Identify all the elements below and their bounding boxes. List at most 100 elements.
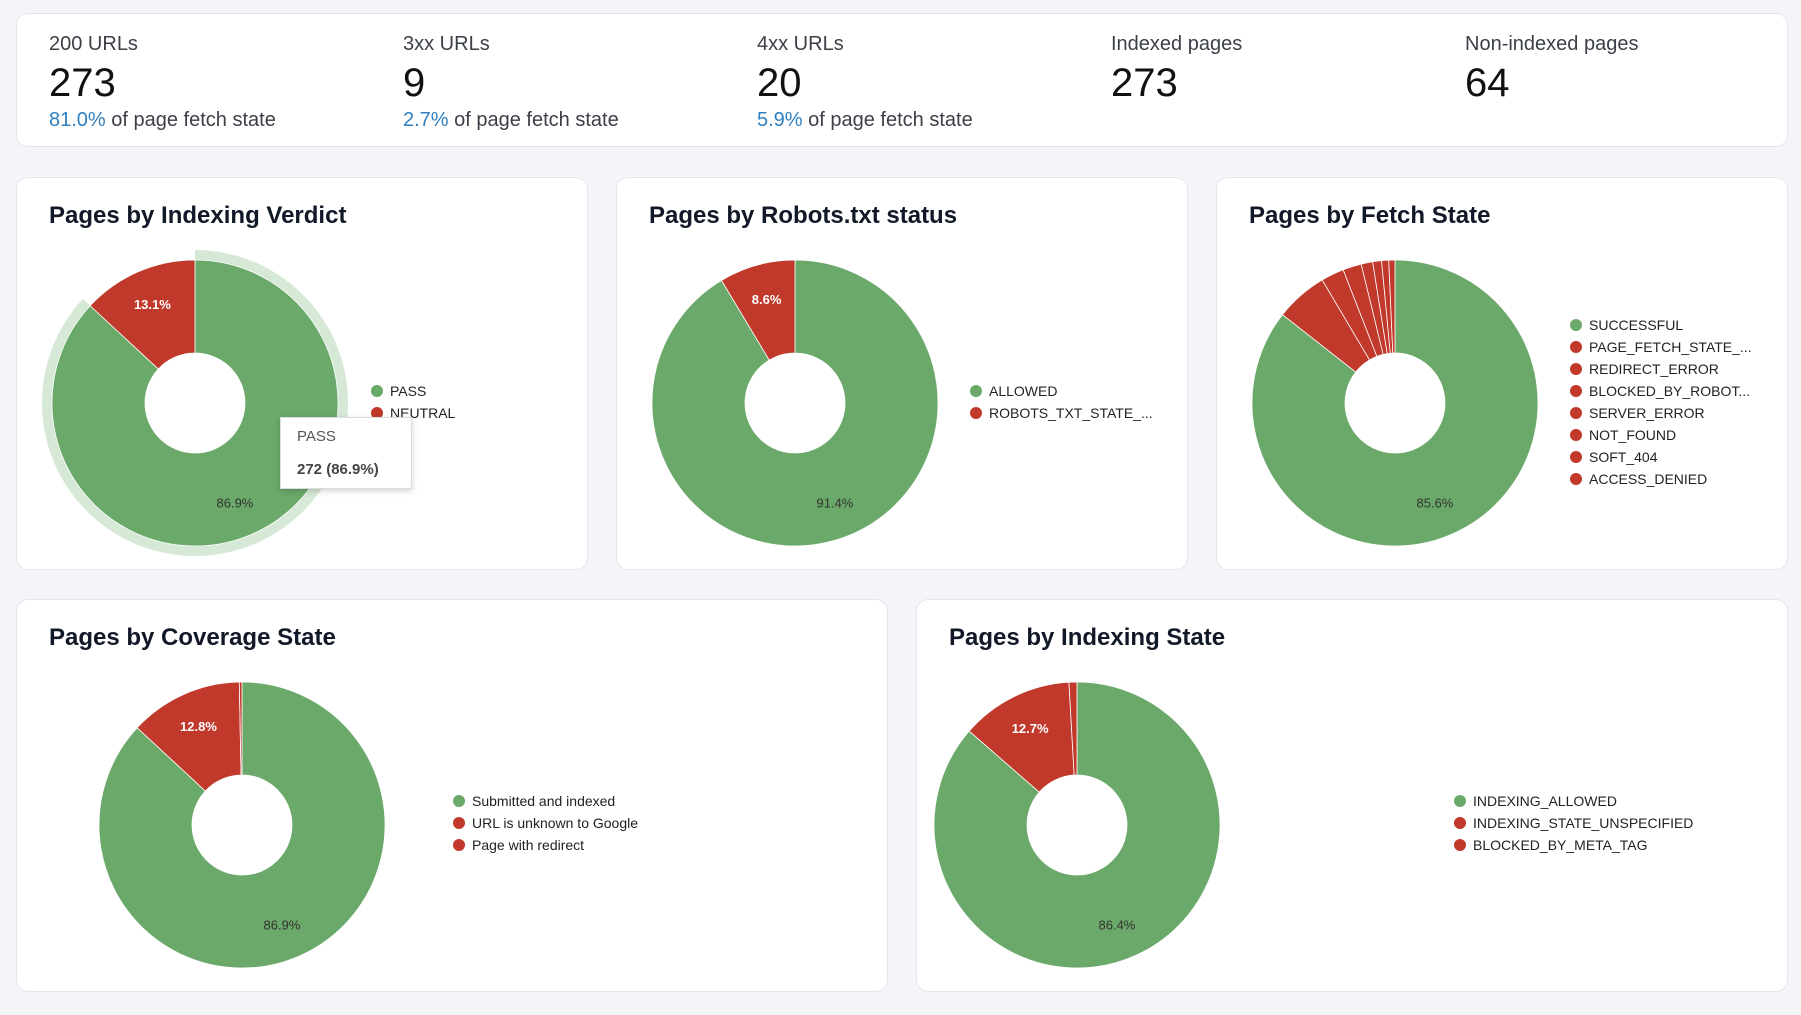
chart-title: Pages by Indexing State bbox=[949, 624, 1226, 651]
kpi-indexed-pages: Indexed pages 273 bbox=[1111, 32, 1242, 106]
kpi-percent: 2.7% bbox=[403, 109, 449, 131]
kpi-label: Non-indexed pages bbox=[1465, 33, 1639, 55]
legend-swatch bbox=[1570, 451, 1582, 463]
legend: ALLOWED ROBOTS_TXT_STATE_... bbox=[970, 380, 1153, 424]
legend-item[interactable]: ROBOTS_TXT_STATE_... bbox=[970, 402, 1153, 424]
tooltip-label: PASS bbox=[297, 428, 336, 445]
pie-chart-coverage-state[interactable]: 86.9% 12.8% bbox=[17, 600, 889, 993]
chart-title: Pages by Fetch State bbox=[1249, 202, 1491, 229]
pie-chart-robots-status[interactable]: 91.4% 8.6% bbox=[617, 178, 1189, 571]
legend-swatch bbox=[1454, 795, 1466, 807]
pie-slice-neutral[interactable] bbox=[89, 259, 196, 370]
pie-slice-access-denied[interactable] bbox=[1388, 259, 1396, 354]
legend-label: ROBOTS_TXT_STATE_... bbox=[989, 405, 1153, 421]
chart-card-robots-status: Pages by Robots.txt status 91.4% 8.6% ALL… bbox=[616, 177, 1188, 570]
data-label: 86.9% bbox=[264, 917, 301, 932]
pie-chart-indexing-state[interactable]: 86.4% 12.7% bbox=[917, 600, 1789, 993]
pie-slice-indexing-allowed[interactable] bbox=[933, 681, 1221, 969]
legend-item[interactable]: URL is unknown to Google bbox=[453, 812, 638, 834]
chart-title: Pages by Coverage State bbox=[49, 624, 336, 651]
pie-slice-blocked-by-meta-tag[interactable] bbox=[1068, 681, 1078, 776]
legend-label: INDEXING_ALLOWED bbox=[1473, 793, 1617, 809]
pie-slice-submitted-and-indexed[interactable] bbox=[98, 681, 386, 969]
legend-item[interactable]: INDEXING_ALLOWED bbox=[1454, 790, 1693, 812]
legend-label: NOT_FOUND bbox=[1589, 427, 1677, 443]
pie-slice-allowed[interactable] bbox=[651, 259, 939, 547]
legend-item[interactable]: ALLOWED bbox=[970, 380, 1153, 402]
legend-swatch bbox=[453, 839, 465, 851]
pie-slice-page-with-redirect[interactable] bbox=[238, 681, 243, 776]
kpi-suffix: of page fetch state bbox=[448, 109, 619, 131]
legend-item[interactable]: SOFT_404 bbox=[1570, 446, 1752, 468]
pie-slice-robots-txt-state-[interactable] bbox=[720, 259, 796, 361]
legend: INDEXING_ALLOWED INDEXING_STATE_UNSPECIFI… bbox=[1454, 790, 1693, 856]
kpi-label: Indexed pages bbox=[1111, 33, 1243, 55]
legend-label: SUCCESSFUL bbox=[1589, 317, 1684, 333]
kpi-suffix: of page fetch state bbox=[105, 109, 276, 131]
legend-item[interactable]: INDEXING_STATE_UNSPECIFIED bbox=[1454, 812, 1693, 834]
legend-item[interactable]: PASS bbox=[371, 380, 455, 402]
legend-label: SERVER_ERROR bbox=[1589, 405, 1705, 421]
kpi-value: 64 bbox=[1465, 61, 1510, 105]
legend-item[interactable]: PAGE_FETCH_STATE_... bbox=[1570, 336, 1752, 358]
kpi-subtitle: 2.7% of page fetch state bbox=[403, 108, 619, 132]
pie-slice-url-is-unknown-to-google[interactable] bbox=[136, 681, 242, 792]
legend-swatch bbox=[1570, 341, 1582, 353]
legend-label: PASS bbox=[390, 383, 427, 399]
chart-title: Pages by Robots.txt status bbox=[649, 202, 958, 229]
legend-label: REDIRECT_ERROR bbox=[1589, 361, 1719, 377]
data-label: 85.6% bbox=[1417, 495, 1454, 510]
legend-swatch bbox=[1570, 473, 1582, 485]
legend-label: BLOCKED_BY_META_TAG bbox=[1473, 837, 1648, 853]
pie-slice-pass[interactable] bbox=[51, 259, 339, 547]
legend-label: Submitted and indexed bbox=[472, 793, 616, 809]
kpi-subtitle: 5.9% of page fetch state bbox=[757, 108, 973, 132]
legend-swatch bbox=[1454, 839, 1466, 851]
data-label: 12.7% bbox=[1012, 721, 1049, 736]
legend-item[interactable]: NOT_FOUND bbox=[1570, 424, 1752, 446]
legend-swatch bbox=[371, 407, 383, 419]
data-label: 12.8% bbox=[180, 719, 217, 734]
legend-item[interactable]: REDIRECT_ERROR bbox=[1570, 358, 1752, 380]
kpi-value: 20 bbox=[757, 61, 802, 105]
legend-swatch bbox=[453, 795, 465, 807]
legend-label: ALLOWED bbox=[989, 383, 1058, 399]
chart-tooltip: PASS 272 (86.9%) bbox=[280, 417, 412, 489]
legend-item[interactable]: BLOCKED_BY_META_TAG bbox=[1454, 834, 1693, 856]
legend-swatch bbox=[1570, 385, 1582, 397]
data-label: 8.6% bbox=[752, 292, 782, 307]
kpi-value: 273 bbox=[1111, 61, 1178, 105]
pie-slice-indexing-state-unspecified[interactable] bbox=[968, 681, 1075, 793]
kpi-value: 9 bbox=[403, 61, 426, 105]
legend-item[interactable]: SERVER_ERROR bbox=[1570, 402, 1752, 424]
kpi-label: 3xx URLs bbox=[403, 33, 490, 55]
legend-swatch bbox=[453, 817, 465, 829]
kpi-label: 200 URLs bbox=[49, 33, 138, 55]
kpi-non-indexed-pages: Non-indexed pages 64 bbox=[1465, 32, 1638, 106]
legend-label: PAGE_FETCH_STATE_... bbox=[1589, 339, 1752, 355]
pie-slice-successful[interactable] bbox=[1251, 259, 1539, 547]
legend-swatch bbox=[371, 385, 383, 397]
legend-item[interactable]: Page with redirect bbox=[453, 834, 638, 856]
legend-swatch bbox=[970, 385, 982, 397]
pie-chart-indexing-verdict[interactable]: 86.9% 13.1% bbox=[17, 178, 589, 571]
chart-card-indexing-state: Pages by Indexing State 86.4% 12.7% INDEX… bbox=[916, 599, 1788, 992]
kpi-suffix: of page fetch state bbox=[802, 109, 973, 131]
kpi-value: 273 bbox=[49, 61, 116, 105]
legend-swatch bbox=[1454, 817, 1466, 829]
legend-label: ACCESS_DENIED bbox=[1589, 471, 1708, 487]
data-label: 13.1% bbox=[134, 297, 171, 312]
legend: Submitted and indexed URL is unknown to G… bbox=[453, 790, 638, 856]
legend-label: Page with redirect bbox=[472, 837, 585, 853]
kpi-card: 200 URLs 273 81.0% of page fetch state 3… bbox=[16, 13, 1788, 147]
legend-swatch bbox=[970, 407, 982, 419]
legend-item[interactable]: SUCCESSFUL bbox=[1570, 314, 1752, 336]
pie-chart-fetch-state[interactable]: 85.6% bbox=[1217, 178, 1789, 571]
legend-label: SOFT_404 bbox=[1589, 449, 1658, 465]
legend: SUCCESSFUL PAGE_FETCH_STATE_... REDIRECT_E… bbox=[1570, 314, 1752, 490]
legend-item[interactable]: Submitted and indexed bbox=[453, 790, 638, 812]
legend-label: URL is unknown to Google bbox=[472, 815, 639, 831]
kpi-percent: 81.0% bbox=[49, 109, 106, 131]
legend-item[interactable]: BLOCKED_BY_ROBOT... bbox=[1570, 380, 1752, 402]
legend-item[interactable]: ACCESS_DENIED bbox=[1570, 468, 1752, 490]
